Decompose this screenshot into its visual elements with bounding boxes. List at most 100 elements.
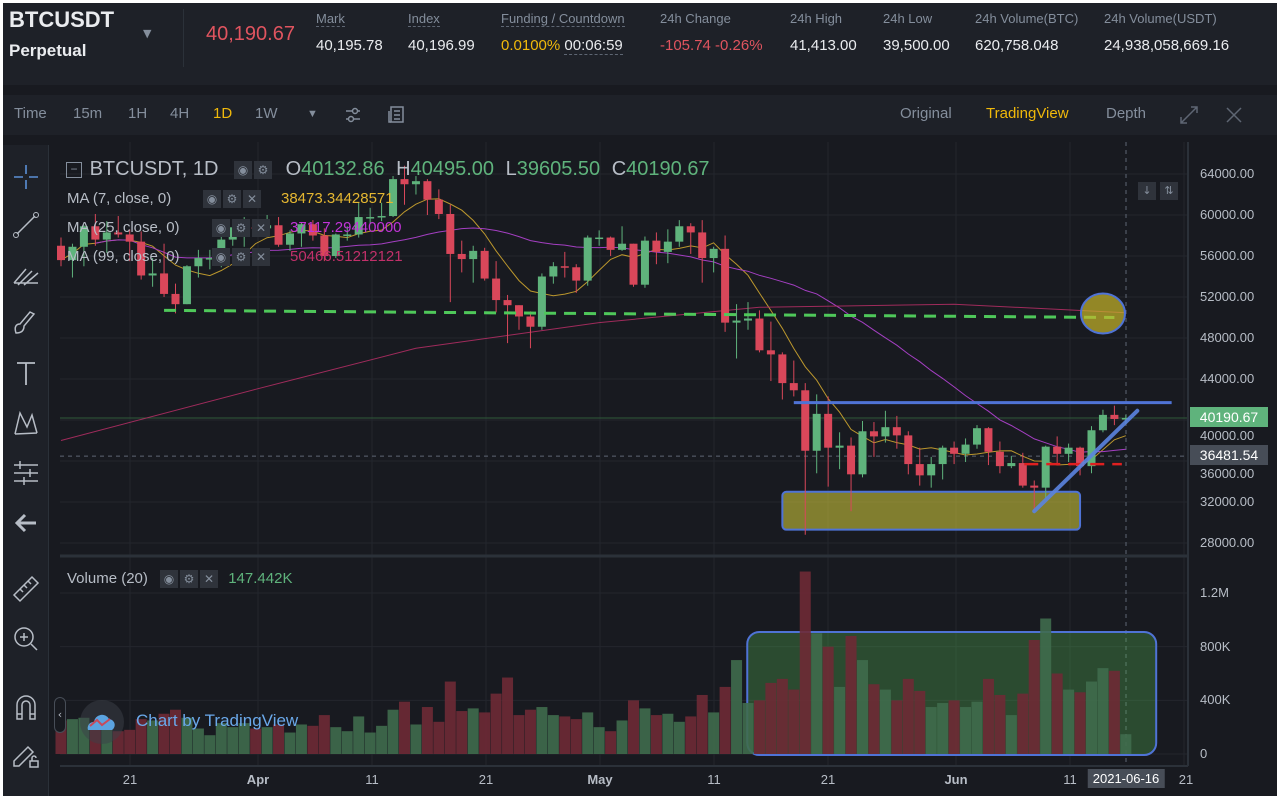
time-tick-label: 21 [1178,772,1194,787]
settings-icon[interactable]: ⚙ [223,190,241,209]
candle-body [560,266,569,268]
candle-body [457,253,466,260]
remove-icon[interactable]: ✕ [252,219,270,238]
brush-icon[interactable] [10,307,42,339]
scroll-up-icon[interactable]: ⇅ [1160,182,1178,200]
ruler-icon[interactable] [10,573,42,605]
price-tick-label: 56000.00 [1200,248,1255,263]
visibility-icon[interactable]: ◉ [160,570,179,589]
settings-icon[interactable]: ⚙ [232,248,250,267]
candle-body [1098,414,1107,431]
stat-label: 24h Volume(USDT) [1104,11,1217,26]
stat-24h-high: 24h High 41,413.00 [790,11,857,54]
visibility-icon[interactable]: ◉ [212,219,230,238]
visibility-icon[interactable]: ◉ [234,160,253,179]
close-icon[interactable] [1224,105,1244,125]
indicator-settings-icon[interactable] [344,106,362,124]
yellow-zone-box [781,490,1082,531]
settings-icon[interactable]: ⚙ [232,219,250,238]
visibility-icon[interactable]: ◉ [212,248,230,267]
scroll-down-icon[interactable]: ↓ [1138,182,1156,200]
candle-body [675,226,684,242]
candle-body [354,217,363,235]
collapse-toolbar-button[interactable]: ‹ [54,697,66,733]
text-tool-icon[interactable] [10,357,42,389]
view-depth[interactable]: Depth [1106,105,1147,122]
candle-body [537,276,546,327]
open-value: 40132.86 [301,158,385,180]
remove-icon[interactable]: ✕ [252,248,270,267]
remove-icon[interactable]: ✕ [200,570,219,589]
volume-bar [570,719,582,754]
volume-bar [1017,693,1029,754]
candle-body [1076,447,1085,467]
volume-bar [204,735,216,754]
candle-body [973,428,981,445]
interval-4h[interactable]: 4H [170,105,190,122]
interval-15m[interactable]: 15m [73,105,103,122]
remove-icon[interactable]: ✕ [243,190,261,209]
view-tradingview[interactable]: TradingView [986,105,1069,122]
collapse-legend-icon[interactable]: − [66,161,82,178]
candle-body [79,226,88,247]
series-title: BTCUSDT, 1D [89,158,219,180]
settings-icon[interactable]: ⚙ [180,570,199,589]
crosshair-icon[interactable] [10,161,42,193]
more-intervals-icon[interactable]: ▼ [307,108,318,120]
volume-bar [776,678,788,754]
fullscreen-icon[interactable] [1178,104,1200,126]
candle-body [663,241,672,252]
funding-countdown: 00:06:59 [564,37,623,55]
ma7-label: MA (7, close, 0) [67,190,172,207]
volume-bar [135,719,147,754]
volume-bar [1040,618,1052,754]
funding-rate: 0.0100% [501,37,561,54]
volume-bar [696,694,708,754]
interval-1h[interactable]: 1H [128,105,148,122]
contract-type: Perpetual [9,41,87,60]
volume-bar [502,677,514,754]
indicators-list-icon[interactable] [387,105,405,125]
candle-body [812,413,821,451]
ticker-header: BTCUSDT Perpetual ▼ 40,190.67 Mark 40,195… [3,3,1277,85]
visibility-icon[interactable]: ◉ [203,190,221,209]
ma7-line [60,198,1126,466]
divider [183,9,184,67]
symbol-dropdown-icon[interactable]: ▼ [143,27,152,40]
prediction-tool-icon[interactable] [10,457,42,489]
interval-1w[interactable]: 1W [255,105,278,122]
watermark-text[interactable]: Chart by TradingView [136,711,299,730]
magnet-icon[interactable] [10,691,42,723]
highlight-circle [1079,292,1126,335]
ma99-legend: MA (99, close, 0) ◉ ⚙ ✕ 50466.51212121 [67,248,403,267]
pattern-tool-icon[interactable] [10,407,42,439]
volume-bar [273,724,285,754]
zoom-in-icon[interactable] [10,623,42,655]
volume-bar [341,731,353,754]
candle-body [652,240,661,252]
interval-time[interactable]: Time [14,105,47,122]
volume-bar [1086,681,1097,754]
candle-body [984,428,993,452]
back-arrow-icon[interactable] [10,507,42,539]
interval-1d[interactable]: 1D [213,105,233,122]
volume-bar [616,720,628,754]
volume-bar [742,703,754,754]
trend-line-icon[interactable] [10,209,42,241]
fib-tool-icon[interactable] [10,257,42,289]
candle-body [995,451,1004,467]
volume-bar [559,716,571,754]
price-tick-label: 44000.00 [1200,371,1255,386]
symbol-name[interactable]: BTCUSDT [9,7,115,32]
view-original[interactable]: Original [900,105,952,122]
volume-bar [685,716,697,754]
volume-bar [307,725,319,754]
volume-bar [937,703,949,754]
volume-bar [353,716,365,754]
settings-icon[interactable]: ⚙ [254,160,273,179]
candle-body [1041,446,1050,488]
volume-tick-label: 400K [1200,692,1231,708]
lock-drawings-icon[interactable] [10,739,42,771]
volume-bar [822,646,834,754]
